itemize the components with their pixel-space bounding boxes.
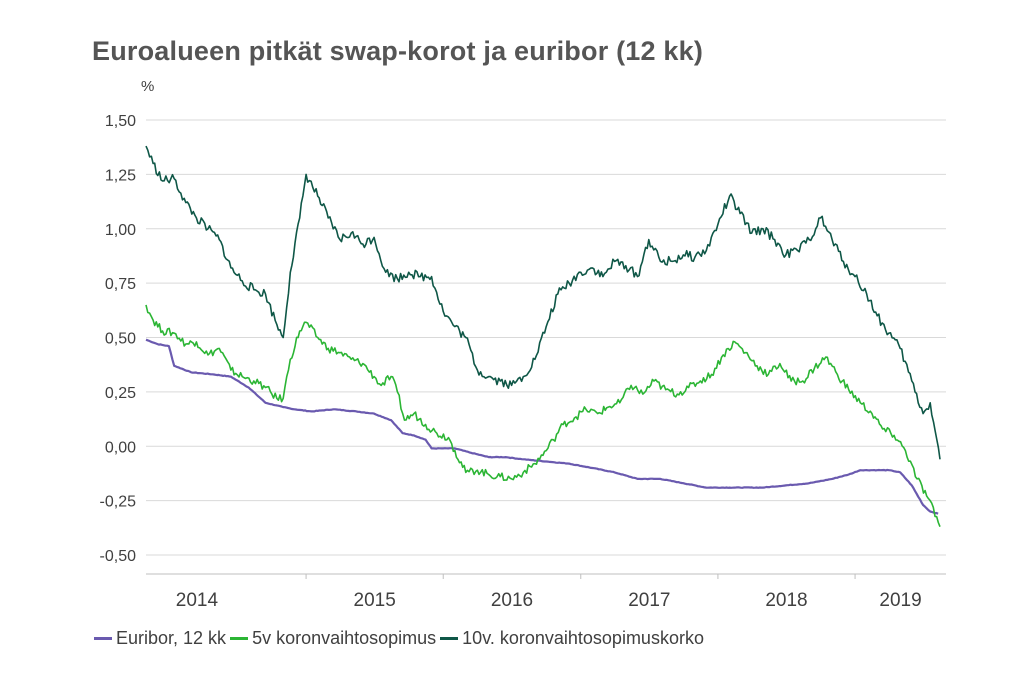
legend-item-10v: 10v. koronvaihtosopimuskorko — [440, 628, 704, 649]
legend: Euribor, 12 kk 5v koronvaihtosopimus 10v… — [94, 628, 708, 649]
legend-swatch-euribor — [94, 637, 112, 640]
y-tick-label: 0,00 — [105, 439, 136, 456]
x-tick-label: 2016 — [491, 590, 533, 611]
series-line — [145, 304, 941, 528]
y-tick-label: 0,75 — [105, 276, 136, 293]
legend-item-5v: 5v koronvaihtosopimus — [230, 628, 436, 649]
legend-swatch-5v — [230, 637, 249, 640]
y-tick-label: -0,50 — [100, 548, 137, 565]
x-tick-label: 2014 — [176, 590, 219, 611]
y-tick-label: 0,50 — [105, 331, 136, 348]
x-tick-label: 2017 — [628, 590, 670, 611]
y-axis-unit: % — [141, 78, 155, 95]
series-lines — [145, 145, 941, 528]
x-axis: 2014 2015 2016 2017 2018 2019 — [146, 573, 946, 611]
y-axis-ticks: 1,50 1,25 1,00 0,75 0,50 0,25 0,00 -0,25 -0,50 — [100, 113, 137, 565]
legend-label-10v: 10v. koronvaihtosopimuskorko — [462, 628, 704, 648]
series-line — [145, 338, 939, 515]
y-tick-label: 0,25 — [105, 385, 136, 402]
legend-swatch-10v — [440, 637, 459, 640]
legend-label-euribor: Euribor, 12 kk — [116, 628, 227, 648]
x-tick-label: 2018 — [765, 590, 807, 611]
chart-title: Euroalueen pitkät swap-korot ja euribor … — [92, 36, 704, 66]
legend-label-5v: 5v koronvaihtosopimus — [252, 628, 437, 648]
series-line — [145, 145, 941, 460]
x-tick-label: 2019 — [879, 590, 921, 611]
x-tick-label: 2015 — [354, 590, 396, 611]
y-tick-label: 1,50 — [105, 113, 136, 130]
gridlines — [146, 119, 946, 556]
y-tick-label: -0,25 — [100, 494, 137, 511]
legend-item-euribor: Euribor, 12 kk — [94, 628, 226, 649]
y-tick-label: 1,25 — [105, 167, 136, 184]
y-tick-label: 1,00 — [105, 222, 136, 239]
